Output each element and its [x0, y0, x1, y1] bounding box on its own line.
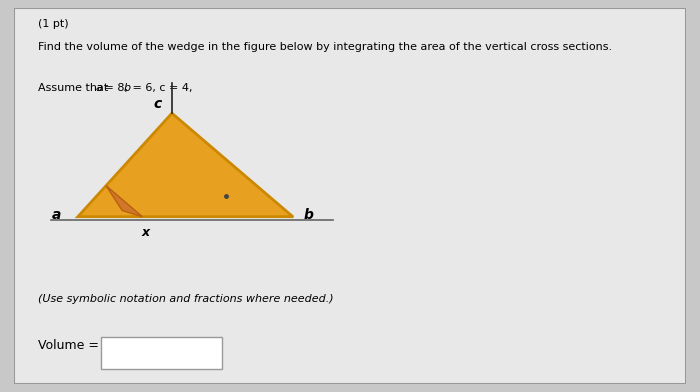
Text: = 8,: = 8,	[101, 83, 131, 93]
Text: (Use symbolic notation and fractions where needed.): (Use symbolic notation and fractions whe…	[38, 294, 333, 304]
Text: = 6, c = 4,: = 6, c = 4,	[129, 83, 193, 93]
Text: a: a	[52, 208, 61, 222]
Text: c: c	[153, 97, 162, 111]
FancyBboxPatch shape	[14, 8, 686, 384]
Text: a: a	[95, 83, 102, 93]
Text: b: b	[304, 208, 314, 222]
Polygon shape	[106, 186, 142, 217]
Text: Find the volume of the wedge in the figure below by integrating the area of the : Find the volume of the wedge in the figu…	[38, 42, 612, 52]
Text: b: b	[123, 83, 131, 93]
Text: (1 pt): (1 pt)	[38, 19, 68, 29]
Text: Volume =: Volume =	[38, 339, 99, 352]
Text: x: x	[141, 226, 150, 239]
Polygon shape	[78, 113, 293, 217]
FancyBboxPatch shape	[102, 337, 223, 369]
Text: Assume that: Assume that	[38, 83, 111, 93]
